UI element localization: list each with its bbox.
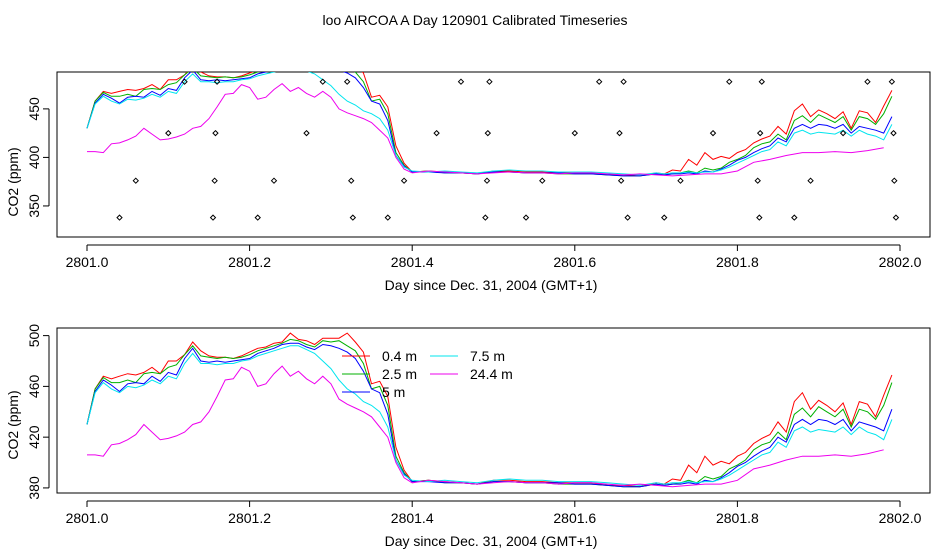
marker-point <box>400 177 408 184</box>
marker-point <box>132 177 139 184</box>
marker-point <box>483 177 491 184</box>
marker-point <box>892 214 900 221</box>
marker-point <box>181 78 188 85</box>
marker-point <box>726 78 733 85</box>
panel-bottom: 2801.0 2801.2 2801.4 2801.6 2801.8 2802.0 380… <box>5 324 931 549</box>
y-axis-bottom: 380 420 460 500 <box>26 324 50 500</box>
series-lines-bottom <box>86 332 893 488</box>
marker-point <box>754 177 761 184</box>
marker-point <box>349 214 357 221</box>
marker-point <box>616 129 623 137</box>
marker-point <box>539 177 546 184</box>
marker-point <box>864 78 871 85</box>
marker-point <box>620 78 627 85</box>
marker-point <box>758 78 765 85</box>
x-tick-label: 2801.2 <box>228 510 271 526</box>
marker-point <box>211 177 218 184</box>
x-tick-label: 2801.8 <box>716 254 759 270</box>
x-tick-label: 2801.2 <box>228 254 271 270</box>
y-tick-label: 380 <box>26 476 42 500</box>
x-tick-label: 2801.8 <box>716 510 759 526</box>
marker-point <box>212 129 219 137</box>
marker-point <box>891 177 898 184</box>
x-axis-top: 2801.0 2801.2 2801.4 2801.6 2801.8 2802.0 <box>66 244 922 270</box>
marker-point <box>433 129 440 137</box>
x-tick-label: 2801.6 <box>553 254 596 270</box>
y-axis-label-bottom: CO2 (ppm) <box>5 390 21 459</box>
legend-label: 5 m <box>382 384 405 400</box>
y-tick-label: 420 <box>26 425 42 449</box>
y-tick-label: 400 <box>26 146 42 170</box>
marker-point <box>756 214 763 221</box>
series-line <box>86 72 893 177</box>
series-line <box>86 342 893 488</box>
x-axis-label-bottom: Day since Dec. 31, 2004 (GMT+1) <box>385 533 598 549</box>
x-tick-label: 2801.6 <box>553 510 596 526</box>
plot-frame-top <box>56 71 931 238</box>
series-line <box>86 345 893 486</box>
marker-point <box>254 214 261 221</box>
marker-point <box>303 129 310 137</box>
series-line <box>87 365 884 488</box>
legend-label: 7.5 m <box>470 348 505 364</box>
marker-point <box>661 214 668 221</box>
marker-point <box>165 129 172 137</box>
y-axis-label-top: CO2 (ppm) <box>5 147 21 216</box>
y-tick-label: 460 <box>26 374 42 398</box>
legend-label: 24.4 m <box>470 366 513 382</box>
marker-point <box>384 214 392 221</box>
y-axis-top: 350 400 450 <box>26 97 50 218</box>
y-tick-label: 450 <box>26 97 42 121</box>
marker-point <box>624 214 631 221</box>
x-tick-label: 2802.0 <box>879 510 922 526</box>
marker-point <box>617 177 625 184</box>
figure-title: loo AIRCOA A Day 120901 Calibrated Times… <box>322 12 627 28</box>
x-tick-label: 2801.4 <box>391 510 434 526</box>
x-tick-label: 2801.0 <box>66 510 109 526</box>
y-tick-label: 350 <box>26 194 42 218</box>
marker-point <box>522 214 530 221</box>
series-lines-top <box>86 72 893 177</box>
marker-point <box>213 78 221 85</box>
x-tick-label: 2801.0 <box>66 254 109 270</box>
marker-point <box>270 177 278 184</box>
plot-frame-bottom <box>56 327 931 494</box>
marker-point <box>807 177 814 184</box>
marker-point <box>756 129 764 137</box>
marker-point <box>595 78 603 85</box>
legend: 0.4 m 2.5 m 5 m 7.5 m 24.4 m <box>342 348 513 400</box>
x-tick-label: 2801.4 <box>391 254 434 270</box>
markers-top <box>116 78 900 221</box>
marker-point <box>888 78 896 85</box>
marker-point <box>457 78 465 85</box>
x-axis-label-top: Day since Dec. 31, 2004 (GMT+1) <box>385 277 598 293</box>
marker-point <box>890 129 897 137</box>
marker-point <box>839 129 847 137</box>
series-line <box>86 72 893 177</box>
x-axis-bottom: 2801.0 2801.2 2801.4 2801.6 2801.8 2802.0 <box>66 500 922 526</box>
marker-point <box>486 78 493 85</box>
marker-point <box>319 78 326 85</box>
marker-point <box>791 214 798 221</box>
y-tick-label: 500 <box>26 324 42 348</box>
series-line <box>86 72 893 176</box>
marker-point <box>677 177 684 184</box>
legend-label: 0.4 m <box>382 348 417 364</box>
marker-point <box>343 78 351 85</box>
x-tick-label: 2802.0 <box>879 254 922 270</box>
marker-point <box>482 214 489 221</box>
marker-point <box>484 129 492 137</box>
marker-point <box>709 129 717 137</box>
marker-point <box>571 129 579 137</box>
marker-point <box>348 177 355 184</box>
marker-point <box>209 214 217 221</box>
marker-point <box>116 214 123 221</box>
legend-label: 2.5 m <box>382 366 417 382</box>
panel-top: 2801.0 2801.2 2801.4 2801.6 2801.8 2802.0 350… <box>5 71 931 293</box>
series-line <box>87 82 884 177</box>
